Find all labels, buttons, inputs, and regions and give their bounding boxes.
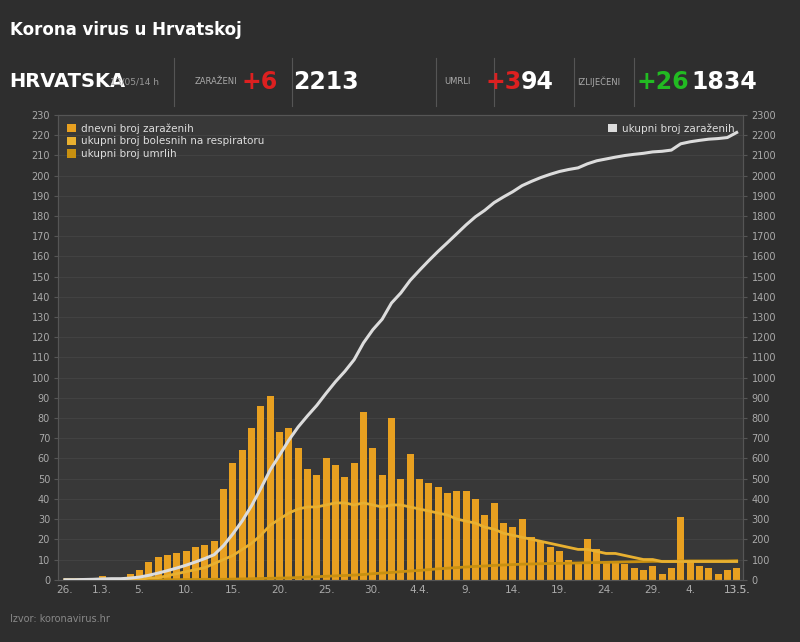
- Text: 13/05/14 h: 13/05/14 h: [110, 77, 159, 87]
- Bar: [566, 560, 572, 580]
- Text: IZLIJEČENI: IZLIJEČENI: [577, 76, 620, 87]
- Bar: [472, 499, 479, 580]
- Bar: [174, 553, 180, 580]
- Bar: [650, 566, 656, 580]
- Text: +6: +6: [242, 70, 278, 94]
- Bar: [220, 489, 227, 580]
- Bar: [677, 517, 684, 580]
- Text: +26: +26: [636, 70, 689, 94]
- Text: Izvor: koronavirus.hr: Izvor: koronavirus.hr: [10, 614, 110, 624]
- Bar: [714, 574, 722, 580]
- Bar: [230, 462, 236, 580]
- Bar: [304, 469, 311, 580]
- Bar: [398, 479, 404, 580]
- Bar: [322, 458, 330, 580]
- Bar: [612, 562, 619, 580]
- Bar: [574, 564, 582, 580]
- Bar: [584, 539, 591, 580]
- Bar: [332, 465, 339, 580]
- Bar: [90, 578, 97, 580]
- Bar: [462, 490, 470, 580]
- Text: ZARAŽENI: ZARAŽENI: [194, 77, 238, 87]
- Bar: [454, 490, 460, 580]
- Bar: [482, 515, 488, 580]
- Bar: [602, 562, 610, 580]
- Bar: [406, 455, 414, 580]
- Bar: [360, 412, 367, 580]
- Bar: [696, 566, 703, 580]
- Text: HRVATSKA: HRVATSKA: [10, 73, 126, 91]
- Bar: [378, 474, 386, 580]
- Bar: [416, 479, 423, 580]
- Bar: [388, 418, 395, 580]
- Bar: [370, 448, 376, 580]
- Bar: [266, 396, 274, 580]
- Bar: [490, 503, 498, 580]
- Bar: [342, 476, 348, 580]
- Bar: [248, 428, 255, 580]
- Bar: [556, 551, 563, 580]
- Text: +3: +3: [486, 70, 522, 94]
- Bar: [202, 545, 208, 580]
- Bar: [98, 576, 106, 580]
- Bar: [686, 560, 694, 580]
- Text: 94: 94: [521, 70, 554, 94]
- Bar: [538, 541, 544, 580]
- Bar: [528, 537, 535, 580]
- Bar: [238, 451, 246, 580]
- Bar: [510, 527, 516, 580]
- Bar: [136, 569, 143, 580]
- Bar: [668, 568, 675, 580]
- Bar: [724, 569, 731, 580]
- Bar: [182, 551, 190, 580]
- Text: 2213: 2213: [294, 70, 359, 94]
- Bar: [705, 568, 712, 580]
- Bar: [108, 578, 115, 580]
- Text: 1834: 1834: [691, 70, 757, 94]
- Bar: [126, 574, 134, 580]
- Text: UMRLI: UMRLI: [445, 77, 470, 87]
- Bar: [426, 483, 432, 580]
- Bar: [314, 474, 320, 580]
- Bar: [546, 548, 554, 580]
- Bar: [286, 428, 292, 580]
- Bar: [164, 555, 171, 580]
- Bar: [350, 462, 358, 580]
- Legend: ukupni broj zaraženih: ukupni broj zaraženih: [605, 120, 738, 137]
- Bar: [658, 574, 666, 580]
- Bar: [640, 569, 647, 580]
- Bar: [154, 557, 162, 580]
- Bar: [444, 493, 451, 580]
- Bar: [500, 523, 507, 580]
- Bar: [146, 562, 152, 580]
- Bar: [80, 578, 87, 580]
- Bar: [733, 568, 740, 580]
- Bar: [258, 406, 264, 580]
- Bar: [192, 548, 199, 580]
- Bar: [630, 568, 638, 580]
- Bar: [276, 432, 283, 580]
- Text: Korona virus u Hrvatskoj: Korona virus u Hrvatskoj: [10, 21, 242, 39]
- Bar: [294, 448, 302, 580]
- Bar: [518, 519, 526, 580]
- Bar: [434, 487, 442, 580]
- Bar: [594, 550, 600, 580]
- Bar: [210, 541, 218, 580]
- Bar: [622, 564, 628, 580]
